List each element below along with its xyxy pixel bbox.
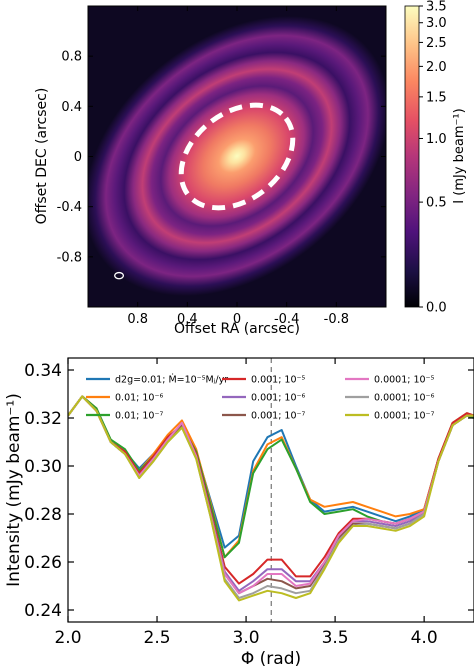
legend: d2g=0.01; Ṁ=10⁻⁵Mⱼ/yr 0.01; 10⁻⁶ 0.01; 10⁻… (86, 375, 435, 422)
series-group (68, 395, 474, 602)
colorbar-tick-label: 0.0 (426, 301, 447, 316)
image-x-label: Offset RA (arcsec) (174, 321, 300, 337)
image-y-tick-label: 0.8 (61, 50, 82, 65)
disk-image (88, 15, 386, 297)
image-x-tick-label: -0.8 (324, 312, 349, 327)
line-y-tick-label: 0.34 (24, 361, 62, 381)
image-x-tick-label: -0.4 (274, 312, 299, 327)
line-y-tick-label: 0.24 (24, 601, 62, 621)
legend-label: 0.001; 10⁻⁷ (251, 411, 306, 422)
image-x-tick-label: 0.8 (127, 312, 148, 327)
colorbar-tick-label: 3.0 (426, 16, 447, 31)
colorbar-tick-label: 1.5 (426, 90, 447, 105)
line-y-tick-label: 0.32 (24, 409, 62, 429)
legend-label: 0.0001; 10⁻⁷ (374, 411, 435, 422)
legend-label: 0.001; 10⁻⁶ (251, 393, 306, 404)
line-x-tick-label: 3.5 (322, 628, 349, 648)
image-x-tick-label: 0 (233, 312, 241, 327)
colorbar-ticks: 0.0 0.5 1.0 1.5 2.0 2.5 3.03.5 (419, 0, 447, 316)
highlight-ellipse (178, 102, 296, 211)
disk-emission (88, 15, 386, 297)
line-y-tick-label: 0.26 (24, 553, 62, 573)
beam-marker (114, 271, 125, 280)
image-y-tick-label: -0.8 (57, 250, 82, 265)
colorbar-tick-label: 0.5 (426, 196, 447, 211)
legend-label: 0.01; 10⁻⁷ (115, 411, 163, 422)
image-y-tick-label: -0.4 (57, 200, 82, 215)
colorbar-label: I (mJy beam⁻¹) (452, 108, 467, 203)
colorbar-tick-label: 1.0 (426, 132, 447, 147)
legend-label: 0.0001; 10⁻⁶ (374, 393, 435, 404)
line-x-tick-label: 4.0 (411, 628, 438, 648)
series-line-0-0001-10 (68, 395, 474, 602)
line-panel: d2g=0.01; Ṁ=10⁻⁵Mⱼ/yr 0.01; 10⁻⁶ 0.01; 10⁻… (4, 357, 474, 669)
line-y-label: Intensity (mJy beam⁻¹) (4, 393, 24, 587)
image-y-label: Offset DEC (arcsec) (34, 88, 50, 225)
image-y-ticks: 0.8 0.4 0 -0.4 -0.8 (57, 50, 386, 265)
legend-label: 0.01; 10⁻⁶ (115, 393, 163, 404)
colorbar: 0.0 0.5 1.0 1.5 2.0 2.5 3.03.5 I (mJy beam⁻¹) (404, 0, 467, 316)
colorbar-tick-label: 2.5 (426, 36, 447, 51)
image-x-tick-label: 0.4 (177, 312, 198, 327)
line-x-tick-label: 2.5 (144, 628, 171, 648)
image-x-ticks: 0.8 0.4 0 -0.4 -0.8 (127, 6, 349, 327)
line-x-tick-label: 2.0 (54, 628, 81, 648)
image-panel: 0.8 0.4 0 -0.4 -0.8 0.8 0.4 0 -0.4 -0.8 Offset R… (34, 5, 387, 337)
line-y-ticks: 0.24 0.26 0.28 0.30 0.32 0.34 (24, 361, 474, 621)
colorbar-gradient (404, 5, 420, 308)
colorbar-tick-label: 2.0 (426, 60, 447, 75)
colorbar-tick-label: 3.5 (426, 0, 447, 15)
line-x-tick-label: 3.0 (233, 628, 260, 648)
line-y-tick-label: 0.28 (24, 505, 62, 525)
legend-label: d2g=0.01; Ṁ=10⁻⁵Mⱼ/yr (115, 375, 228, 386)
image-y-tick-label: 0.4 (61, 100, 82, 115)
line-x-label: Φ (rad) (241, 649, 301, 669)
line-x-ticks: 2.0 2.5 3.0 3.5 4.0 (54, 358, 438, 648)
image-y-tick-label: 0 (74, 150, 82, 165)
legend-label: 0.001; 10⁻⁵ (251, 375, 306, 386)
line-y-tick-label: 0.30 (24, 457, 62, 477)
plot-frame (67, 357, 474, 623)
legend-label: 0.0001; 10⁻⁵ (374, 375, 435, 386)
series-line-0-0001-10 (68, 395, 474, 595)
